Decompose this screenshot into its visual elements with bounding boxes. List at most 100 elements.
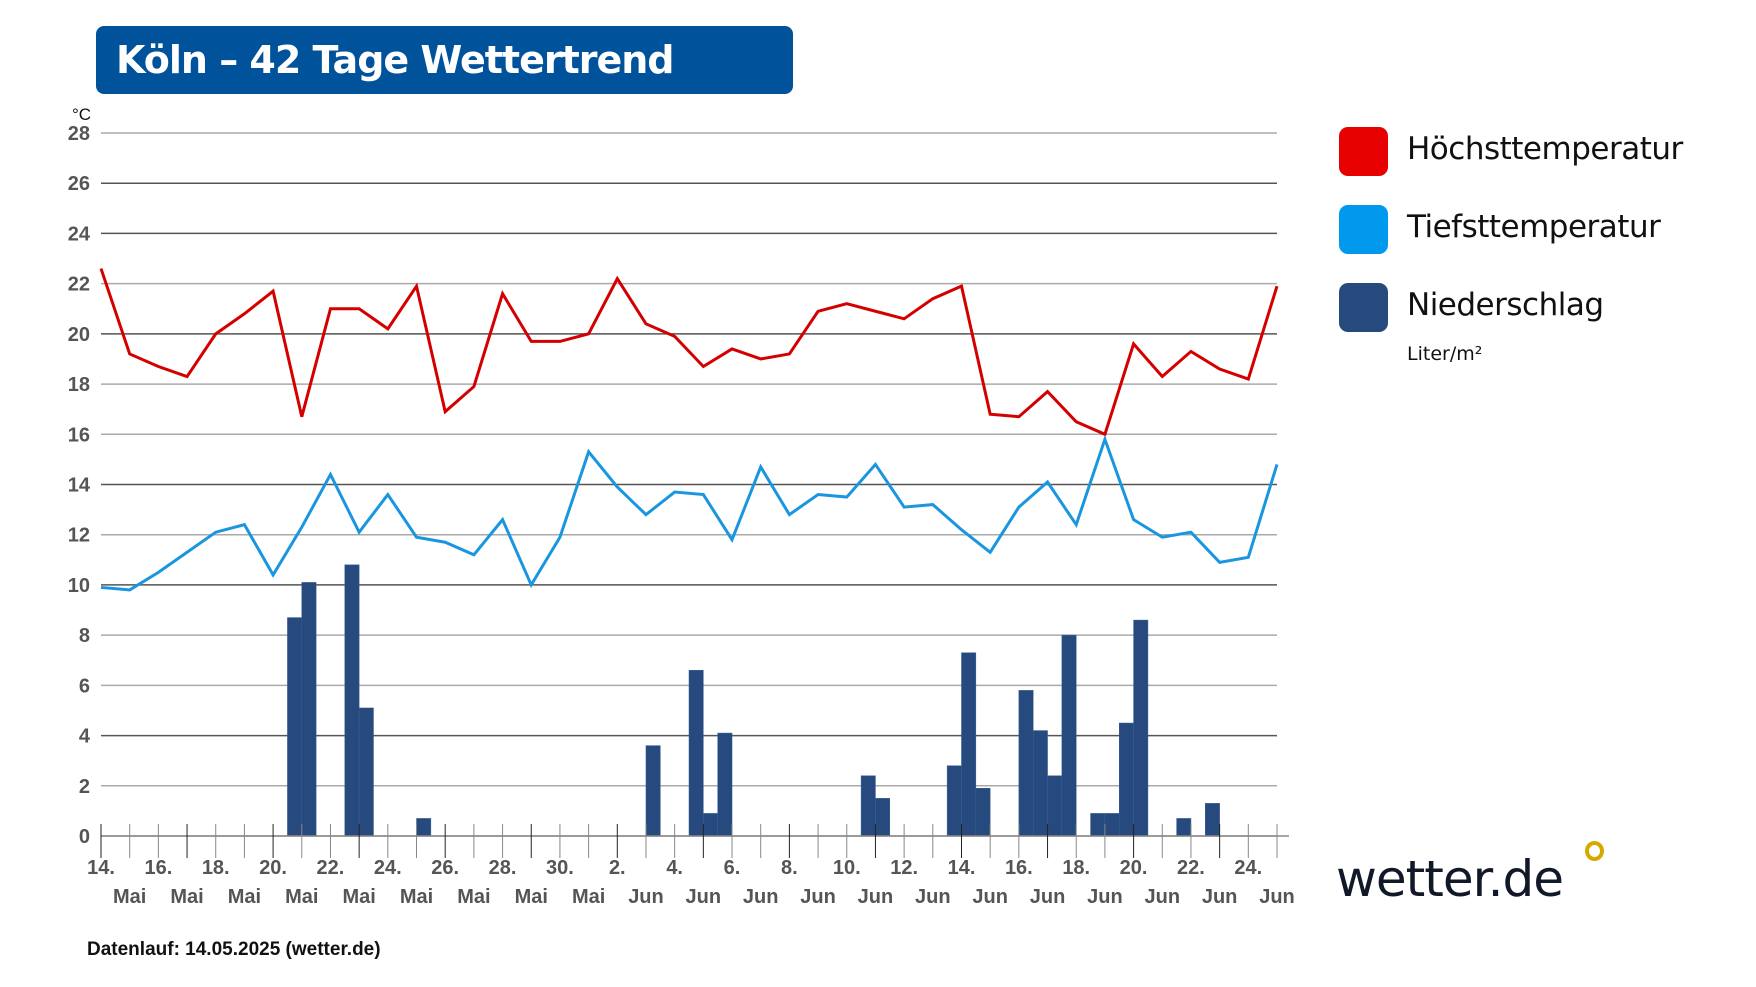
y-tick-label: 26 [68,173,90,195]
logo-ring-icon [1585,841,1604,861]
x-month-label: Jun [1030,886,1066,908]
precipitation-bar [287,617,303,837]
x-axis: 14. 16. 18. 20. 22. 24. 26. 28. 30. 2. 4. 6. 8. 10. 12… [87,824,1295,908]
x-month-label: Mai [572,886,605,908]
y-tick-label: 16 [68,424,90,446]
precipitation-bar [860,775,876,837]
x-date-label: 16. [1005,857,1033,879]
x-month-label: Mai [228,886,261,908]
x-date-label: 20. [259,857,287,879]
precipitation-bar [688,670,704,837]
precipitation-bar [1104,813,1120,837]
x-date-label: 12. [890,857,918,879]
precipitation-bar [1133,619,1149,837]
y-tick-label: 18 [68,374,90,396]
x-date-label: 22. [317,857,345,879]
y-tick-label: 20 [68,324,90,346]
title-banner: Köln – 42 Tage Wettertrend [96,26,793,94]
x-date-label: 24. [374,857,402,879]
temperature-lines [99,268,1279,592]
x-date-label: 14. [948,857,976,879]
low-temperature-line [100,434,1279,592]
x-date-label: 18. [1062,857,1090,879]
precipitation-bar [1032,730,1048,837]
y-tick-label: 22 [68,274,90,296]
x-date-label: 22. [1177,857,1205,879]
precipitation-bar [1018,690,1034,837]
y-tick-label: 6 [79,675,90,697]
legend-swatch-low [1339,205,1388,254]
chart-title: Köln – 42 Tage Wettertrend [116,38,675,82]
y-tick-label: 4 [79,726,91,748]
legend-label-precip: Niederschlag [1407,287,1604,323]
x-date-label: 28. [489,857,517,879]
y-tick-label: 24 [68,223,91,245]
precipitation-bar [645,745,661,837]
y-axis-unit: °C [72,105,91,124]
wetter-de-logo: wetter.de [1336,850,1564,908]
precipitation-bar [1061,634,1077,837]
x-month-label: Mai [285,886,318,908]
x-date-label: 18. [202,857,230,879]
x-month-label: Mai [170,886,203,908]
precipitation-bar [875,798,891,837]
legend-unit-precip: Liter/m² [1407,343,1483,365]
y-tick-label: 12 [68,525,90,547]
y-tick-label: 2 [79,776,90,798]
precipitation-bars [287,564,1220,837]
x-date-label: 4. [666,857,683,879]
precipitation-bar [1047,775,1063,837]
x-date-label: 26. [431,857,459,879]
precipitation-bar [1090,813,1106,837]
precipitation-bar [961,652,977,837]
x-month-label: Mai [342,886,375,908]
precipitation-bar [358,707,374,837]
x-date-label: 2. [609,857,626,879]
x-month-label: Mai [457,886,490,908]
x-date-label: 14. [87,857,115,879]
x-date-label: 30. [546,857,574,879]
x-month-label: Mai [400,886,433,908]
y-tick-label: 8 [79,625,90,647]
precipitation-bar [301,582,317,837]
x-date-label: 24. [1234,857,1262,879]
precipitation-bar [1205,803,1220,837]
precipitation-bar [717,732,733,837]
x-date-label: 20. [1120,857,1148,879]
x-date-label: 16. [144,857,172,879]
y-tick-label: 14 [68,475,91,497]
precipitation-bar [946,765,962,837]
x-month-label: Mai [515,886,548,908]
legend-swatch-high [1339,127,1388,176]
legend-label-high: Höchsttemperatur [1407,131,1683,167]
legend-swatch-precip [1339,283,1388,332]
x-month-label: Jun [628,886,664,908]
y-tick-label: 0 [79,826,90,848]
x-date-label: 10. [833,857,861,879]
x-month-label: Jun [915,886,951,908]
precipitation-bar [416,818,432,837]
x-month-label: Jun [743,886,779,908]
x-month-label: Mai [113,886,146,908]
x-month-label: Jun [1259,886,1295,908]
x-month-label: Jun [800,886,836,908]
precipitation-bar [703,813,718,837]
precipitation-bar [1118,722,1134,837]
x-month-label: Jun [972,886,1008,908]
y-tick-label: 10 [68,575,90,597]
legend-label-low: Tiefsttemperatur [1407,209,1661,245]
precipitation-bar [344,564,360,837]
precipitation-bar [975,788,991,837]
x-date-label: 8. [781,857,798,879]
x-month-label: Jun [686,886,722,908]
y-tick-label: 28 [68,123,90,145]
high-temperature-line [99,268,1279,437]
x-month-label: Jun [858,886,894,908]
x-month-label: Jun [1202,886,1238,908]
x-date-label: 6. [724,857,741,879]
x-month-label: Jun [1087,886,1123,908]
data-run-footer: Datenlauf: 14.05.2025 (wetter.de) [87,939,381,960]
x-month-label: Jun [1144,886,1180,908]
